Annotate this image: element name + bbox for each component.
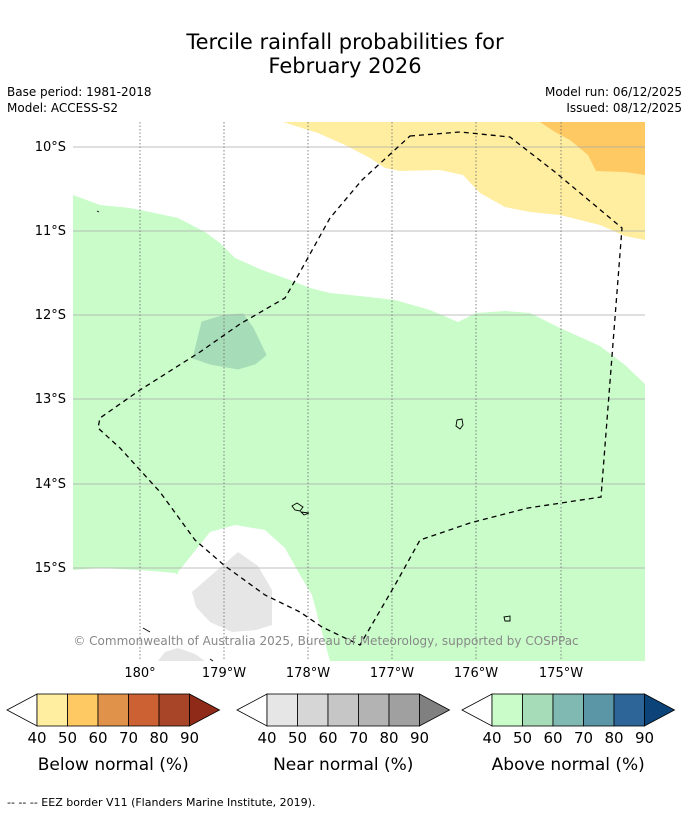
island xyxy=(96,210,100,213)
meta-left: Base period: 1981-2018 Model: ACCESS-S2 xyxy=(7,84,152,116)
legend-low-end-cap xyxy=(461,693,493,727)
island xyxy=(455,418,464,430)
legend-tick-label: 90 xyxy=(180,729,199,747)
lon-label: 175°W xyxy=(539,666,583,681)
legend-low-end-cap xyxy=(6,693,38,727)
lat-label: 10°S xyxy=(35,140,66,155)
legend-tick-label: 70 xyxy=(574,729,593,747)
legend-title: Above normal (%) xyxy=(492,755,645,775)
island xyxy=(142,627,151,633)
lat-labels: 10°S 11°S 12°S 13°S 14°S 15°S xyxy=(35,140,66,576)
legend-color-swatch xyxy=(128,693,160,727)
legend-color-swatch xyxy=(327,693,359,727)
island xyxy=(299,511,310,516)
lat-label: 15°S xyxy=(35,561,66,576)
legend-color-swatch xyxy=(358,693,390,727)
legend-tick-label: 40 xyxy=(27,729,46,747)
legend-title: Below normal (%) xyxy=(38,755,189,775)
legend-tick-label: 80 xyxy=(604,729,623,747)
legend-tick-label: 70 xyxy=(349,729,368,747)
legend-title: Near normal (%) xyxy=(273,755,413,775)
legend-color-swatch xyxy=(97,693,129,727)
below-normal-50-region xyxy=(540,122,645,175)
lat-label: 12°S xyxy=(35,308,66,323)
lon-label: 180° xyxy=(124,666,155,681)
issued-date: Issued: 08/12/2025 xyxy=(566,101,682,115)
lon-labels: 180° 179°W 178°W 177°W 176°W 175°W xyxy=(124,666,583,681)
map-area xyxy=(73,122,645,661)
islands xyxy=(96,210,511,662)
lon-label: 178°W xyxy=(286,666,330,681)
legend-tick-label: 60 xyxy=(318,729,337,747)
lon-label: 177°W xyxy=(370,666,414,681)
legend-tick-label: 80 xyxy=(149,729,168,747)
above-normal-region xyxy=(73,195,645,661)
title-line-1: Tercile rainfall probabilities for xyxy=(186,30,504,54)
legend-tick-label: 50 xyxy=(58,729,77,747)
legend-above-normal: 40 50 60 70 80 90 Above normal (%) xyxy=(461,693,676,775)
legend-tick-label: 40 xyxy=(482,729,501,747)
lat-label: 13°S xyxy=(35,392,66,407)
legend-tick-label: 80 xyxy=(379,729,398,747)
legend-tick-label: 60 xyxy=(88,729,107,747)
legend-tick-label: 50 xyxy=(288,729,307,747)
legend-low-end-cap xyxy=(236,693,268,727)
legend-color-swatch xyxy=(36,693,68,727)
legend-tick-label: 40 xyxy=(257,729,276,747)
legend-high-end-cap xyxy=(644,693,676,727)
legend-color-swatch xyxy=(583,693,615,727)
island xyxy=(291,502,304,512)
legend-high-end-cap xyxy=(189,693,221,727)
eez-border xyxy=(97,131,623,646)
island xyxy=(503,615,511,622)
legend-high-end-cap xyxy=(419,693,451,727)
above-normal-50-patch xyxy=(192,313,267,370)
lon-gridlines xyxy=(139,122,562,661)
island xyxy=(209,658,214,662)
near-normal-region xyxy=(192,552,272,632)
legend-color-swatch xyxy=(491,693,523,727)
legend-color-swatch xyxy=(613,693,645,727)
lat-label: 14°S xyxy=(35,477,66,492)
legend-tick-label: 50 xyxy=(513,729,532,747)
legend-tick-label: 90 xyxy=(410,729,429,747)
eez-footnote: -- -- -- EEZ border V11 (Flanders Marine… xyxy=(7,796,316,809)
legend-near-normal: 40 50 60 70 80 90 Near normal (%) xyxy=(236,693,451,775)
map-title: Tercile rainfall probabilities for Febru… xyxy=(0,30,690,78)
lat-label: 11°S xyxy=(35,224,66,239)
legend-tick-label: 70 xyxy=(119,729,138,747)
lon-label: 179°W xyxy=(202,666,246,681)
lon-label: 176°W xyxy=(454,666,498,681)
legend-color-swatch xyxy=(67,693,99,727)
legend-color-swatch xyxy=(266,693,298,727)
copyright-notice: © Commonwealth of Australia 2025, Bureau… xyxy=(73,634,578,648)
below-normal-40-region xyxy=(283,122,645,240)
base-period: Base period: 1981-2018 xyxy=(7,85,152,99)
legend-color-swatch xyxy=(158,693,190,727)
title-line-2: February 2026 xyxy=(268,54,422,78)
legend-color-swatch xyxy=(388,693,420,727)
model-run: Model run: 06/12/2025 xyxy=(544,85,682,99)
legend-tick-label: 90 xyxy=(635,729,654,747)
legend-below-normal: 40 50 60 70 80 90 Below normal (%) xyxy=(6,693,221,775)
legend-color-swatch xyxy=(297,693,329,727)
lat-gridlines xyxy=(73,146,645,569)
near-normal-region-small xyxy=(158,648,205,661)
legend-color-swatch xyxy=(522,693,554,727)
legend-tick-label: 60 xyxy=(543,729,562,747)
meta-right: Model run: 06/12/2025 Issued: 08/12/2025 xyxy=(545,84,682,116)
model-name: Model: ACCESS-S2 xyxy=(7,101,119,115)
legend-color-swatch xyxy=(552,693,584,727)
